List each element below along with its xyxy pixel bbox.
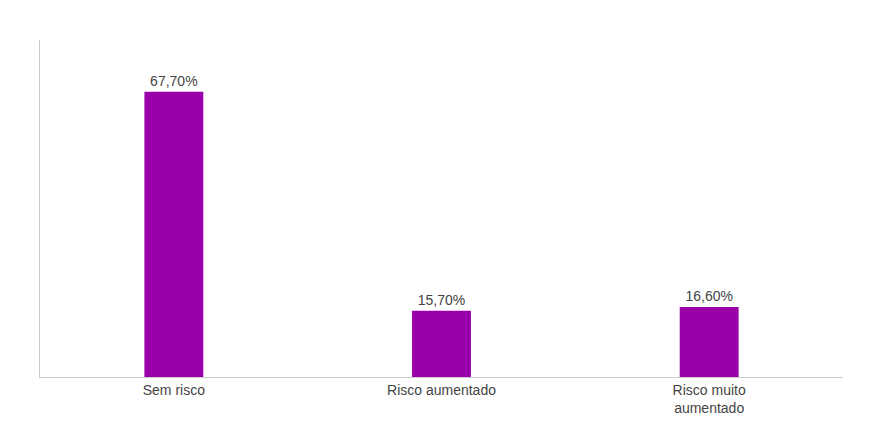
svg-text:15,70%: 15,70% (418, 292, 465, 308)
svg-text:Risco aumentado: Risco aumentado (387, 382, 496, 398)
svg-text:16,60%: 16,60% (685, 288, 732, 304)
svg-text:Sem risco: Sem risco (143, 382, 205, 398)
svg-text:67,70%: 67,70% (150, 73, 197, 89)
svg-text:Risco muitoaumentado: Risco muitoaumentado (673, 382, 746, 416)
